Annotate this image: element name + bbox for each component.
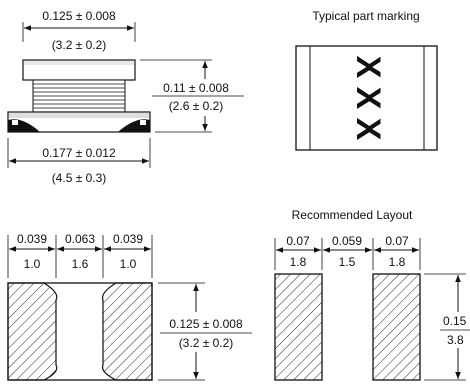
land-left-inch: 0.07 — [286, 234, 310, 248]
bottom-height-inch: 0.125 ± 0.008 — [169, 317, 243, 331]
height-inch-label: 0.11 ± 0.008 — [163, 81, 229, 95]
gap-inch: 0.063 — [65, 232, 95, 246]
layout-height-mm: 3.8 — [447, 333, 464, 347]
pad-right-mm: 1.0 — [120, 257, 137, 271]
right-terminal-highlight — [140, 120, 146, 125]
side-view: 0.125 ± 0.008 (3.2 ± 0.2) 0.11 ± 0.008 — [7, 9, 244, 185]
bottom-height-mm: (3.2 ± 0.2) — [179, 336, 234, 350]
marking-glyph: X — [349, 56, 387, 79]
land-left-mm: 1.8 — [290, 255, 307, 269]
land-pad-left — [274, 273, 323, 381]
bottom-view: 0.039 0.063 0.039 1.0 1.6 1.0 0.125 ± 0.… — [7, 232, 252, 381]
marking-glyph: X — [349, 118, 387, 141]
cap-highlight — [24, 61, 134, 65]
recommended-layout: Recommended Layout 0.07 0.059 0.07 1.8 1… — [274, 208, 470, 381]
base-inch-label: 0.177 ± 0.012 — [42, 146, 116, 160]
base-highlight — [9, 113, 149, 118]
marking-glyph: X — [349, 87, 387, 110]
bottom-right-pad — [101, 282, 153, 381]
gap-mm: 1.6 — [72, 257, 89, 271]
base-mm-label: (4.5 ± 0.3) — [52, 171, 107, 185]
left-terminal-highlight — [12, 120, 18, 125]
spacing-inch: 0.059 — [332, 234, 362, 248]
height-mm-label: (2.6 ± 0.2) — [169, 99, 224, 113]
land-right-inch: 0.07 — [385, 234, 409, 248]
pad-right-inch: 0.039 — [113, 232, 143, 246]
width-inch-label: 0.125 ± 0.008 — [42, 9, 116, 23]
land-pad-right — [372, 273, 421, 381]
width-mm-label: (3.2 ± 0.2) — [52, 38, 107, 52]
spacing-mm: 1.5 — [339, 255, 356, 269]
pad-left-inch: 0.039 — [17, 232, 47, 246]
land-right-mm: 1.8 — [389, 255, 406, 269]
layout-title: Recommended Layout — [292, 208, 413, 222]
coil-winding — [32, 79, 126, 113]
part-marking-view: Typical part marking X X X — [295, 9, 438, 151]
marking-body — [295, 45, 438, 151]
layout-height-inch: 0.15 — [443, 314, 467, 328]
marking-title: Typical part marking — [312, 9, 419, 23]
bottom-left-pad — [7, 282, 58, 381]
pad-left-mm: 1.0 — [24, 257, 41, 271]
